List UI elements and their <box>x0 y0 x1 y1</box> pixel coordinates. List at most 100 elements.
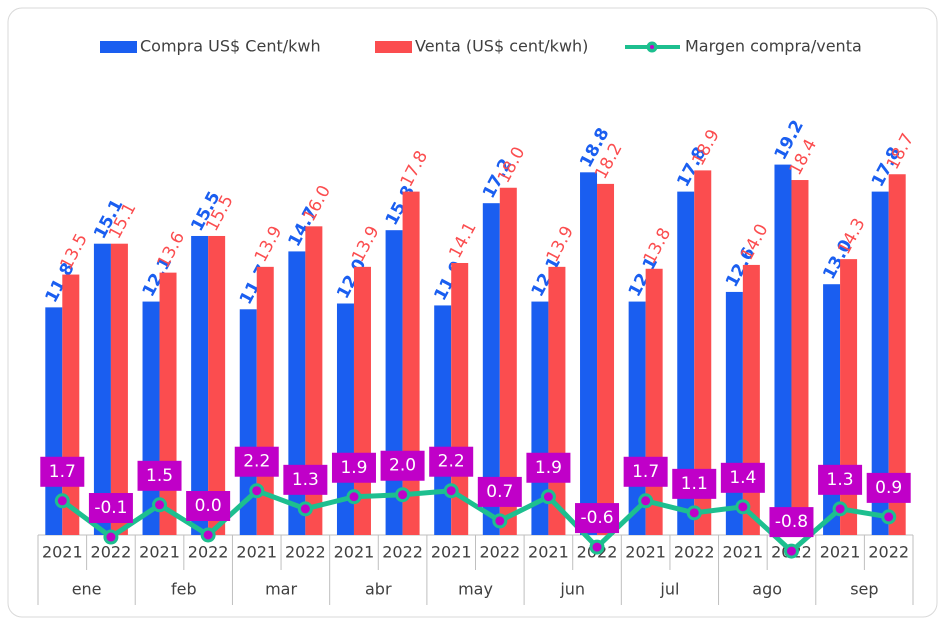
legend-label: Venta (US$ cent/kwh) <box>415 37 588 56</box>
x-tick-label: 2022 <box>285 543 326 562</box>
bar <box>93 243 111 535</box>
data-label: 1.9 <box>340 458 367 478</box>
x-tick-label: 2021 <box>723 543 764 562</box>
line-marker <box>346 489 362 505</box>
bar <box>580 172 598 536</box>
line-marker <box>200 527 216 543</box>
bar <box>791 180 809 536</box>
bar <box>239 309 257 535</box>
bar <box>434 305 452 535</box>
data-label: 0.9 <box>875 478 902 498</box>
line-marker <box>443 483 459 499</box>
bar <box>208 235 226 535</box>
line-marker <box>881 509 897 525</box>
line-marker <box>735 499 751 515</box>
bar <box>159 272 177 535</box>
legend-swatch <box>650 45 654 49</box>
bar <box>499 187 517 535</box>
line-marker <box>540 489 556 505</box>
x-tick-label: 2022 <box>868 543 909 562</box>
line-marker <box>832 501 848 517</box>
x-tick-label: 2021 <box>42 543 83 562</box>
bar <box>694 170 712 535</box>
data-label: 2.2 <box>243 452 270 472</box>
bar <box>774 164 792 535</box>
data-label: 1.3 <box>292 470 319 490</box>
bar <box>110 243 128 535</box>
x-group-label: ago <box>752 580 782 599</box>
data-label-box <box>818 464 863 495</box>
data-label-box <box>88 493 133 524</box>
bar <box>888 174 906 535</box>
x-group-label: mar <box>265 580 297 599</box>
data-label-box <box>429 446 474 477</box>
data-label-box <box>283 464 328 495</box>
data-label-box <box>477 476 522 507</box>
line-marker <box>297 501 313 517</box>
x-tick-label: 2021 <box>431 543 472 562</box>
line-marker <box>589 539 605 555</box>
data-label-box <box>575 503 620 534</box>
data-label: -0.6 <box>580 508 613 528</box>
data-label: 1.3 <box>827 470 854 490</box>
data-label-box <box>526 452 571 483</box>
bar <box>402 191 420 535</box>
data-label-box <box>137 460 182 491</box>
data-label: 1.7 <box>49 462 76 482</box>
data-label: 2.0 <box>389 456 416 476</box>
data-label: 1.7 <box>632 462 659 482</box>
bar <box>677 191 695 535</box>
data-label-box <box>331 452 376 483</box>
data-label: 0.7 <box>486 482 513 502</box>
data-label-box <box>234 446 279 477</box>
data-label-box <box>769 507 814 538</box>
x-tick-label: 2021 <box>139 543 180 562</box>
data-label: 1.4 <box>729 468 756 488</box>
bar <box>597 183 615 535</box>
bar <box>823 284 841 535</box>
data-label: 1.9 <box>535 458 562 478</box>
x-tick-label: 2022 <box>188 543 229 562</box>
x-group-label: ene <box>72 580 102 599</box>
bar <box>482 203 500 535</box>
x-group-label: feb <box>171 580 197 599</box>
x-tick-label: 2021 <box>236 543 277 562</box>
data-label-box <box>866 472 911 503</box>
x-group-label: abr <box>365 580 392 599</box>
data-label: 1.1 <box>681 474 708 494</box>
bar <box>725 291 743 535</box>
x-tick-label: 2021 <box>334 543 375 562</box>
x-tick-label: 2022 <box>91 543 132 562</box>
x-group-label: sep <box>850 580 878 599</box>
x-group-label: may <box>458 580 493 599</box>
bar <box>191 235 209 535</box>
x-tick-label: 2022 <box>674 543 715 562</box>
x-group-label: jun <box>559 580 585 599</box>
data-label: 2.2 <box>438 452 465 472</box>
x-tick-label: 2022 <box>382 543 423 562</box>
legend-swatch <box>375 41 412 53</box>
line <box>60 488 890 554</box>
line-marker <box>249 483 265 499</box>
bar <box>871 191 889 535</box>
data-label-box <box>380 450 425 481</box>
x-tick-label: 2021 <box>625 543 666 562</box>
legend-label: Margen compra/venta <box>685 37 862 56</box>
data-label-box <box>672 468 717 499</box>
data-label-box <box>40 456 85 487</box>
line-marker <box>103 529 119 545</box>
line-marker <box>395 487 411 503</box>
x-tick-label: 2022 <box>479 543 520 562</box>
data-label-box <box>720 462 765 493</box>
line-marker <box>492 513 508 529</box>
bar <box>305 226 323 536</box>
data-label: 1.5 <box>146 466 173 486</box>
bar <box>742 264 760 535</box>
line-marker <box>152 497 168 513</box>
legend-swatch <box>100 41 137 53</box>
line-marker <box>686 505 702 521</box>
line-marker <box>54 493 70 509</box>
data-label-box <box>186 491 231 521</box>
x-tick-label: 2021 <box>820 543 861 562</box>
